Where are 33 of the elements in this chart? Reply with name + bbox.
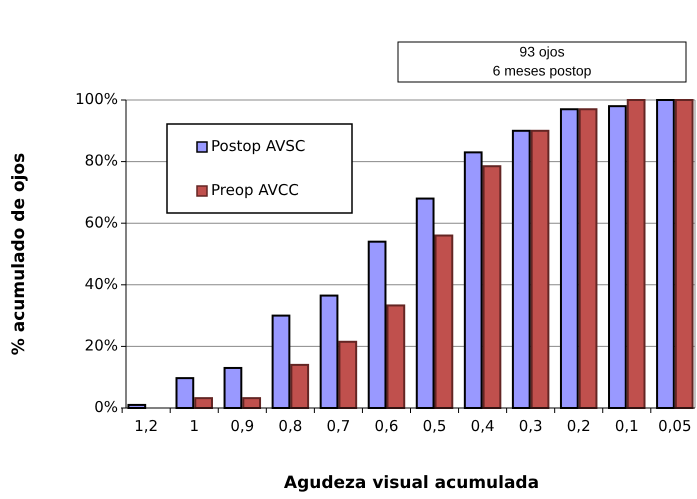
x-tick-label: 1 xyxy=(189,417,200,435)
x-tick-label: 0,5 xyxy=(422,417,446,435)
legend-label: Preop AVCC xyxy=(211,181,299,200)
bar xyxy=(530,130,550,409)
x-tick-label: 0,2 xyxy=(566,417,591,435)
bar xyxy=(290,364,310,409)
x-tick-label: 0,1 xyxy=(614,417,639,435)
y-tick-label: 20% xyxy=(84,336,118,355)
bar xyxy=(338,340,358,409)
x-tick-label: 0,6 xyxy=(374,417,398,435)
x-tick-label: 0,05 xyxy=(658,417,692,435)
x-tick-label: 0,4 xyxy=(470,417,495,435)
y-tick-label: 0% xyxy=(94,398,118,416)
y-tick-label: 40% xyxy=(84,274,118,293)
x-tick-label: 0,8 xyxy=(278,417,302,435)
bar xyxy=(626,99,646,409)
y-axis-title: % acumulado de ojos xyxy=(9,152,29,356)
x-tick-label: 0,7 xyxy=(326,417,350,435)
x-tick-label: 1,2 xyxy=(134,417,158,435)
bar xyxy=(194,397,213,409)
y-tick-label: 80% xyxy=(84,152,118,170)
x-tick-label: 0,9 xyxy=(230,417,254,435)
legend-label: Postop AVSC xyxy=(211,137,306,156)
y-tick-label: 100% xyxy=(75,90,118,108)
x-axis-title: Agudeza visual acumulada xyxy=(284,473,540,493)
bar xyxy=(482,165,502,409)
text: 93 ojos 6 meses postop xyxy=(492,44,592,79)
bar xyxy=(434,234,454,409)
y-tick-label: 60% xyxy=(84,213,118,232)
x-tick-label: 0,3 xyxy=(518,417,543,435)
bar xyxy=(386,304,406,409)
bar xyxy=(578,108,598,409)
bar xyxy=(242,397,262,409)
